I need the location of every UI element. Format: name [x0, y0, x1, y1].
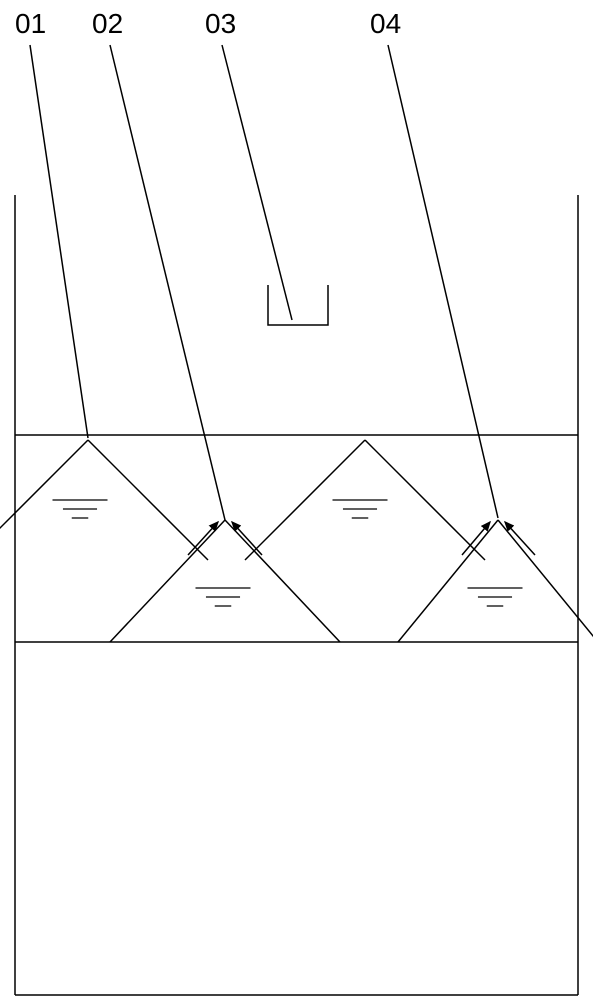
diagram-svg — [0, 0, 593, 1000]
